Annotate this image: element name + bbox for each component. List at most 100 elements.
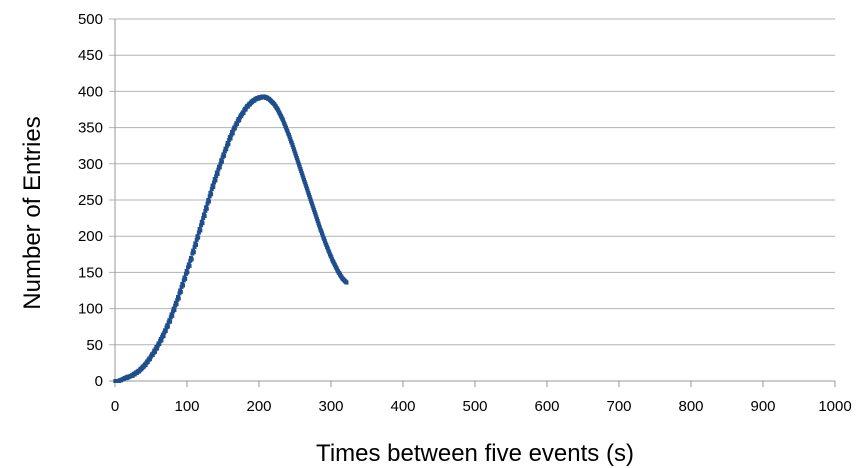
data-point	[226, 142, 231, 147]
data-point	[322, 239, 327, 244]
data-point	[316, 221, 321, 226]
data-point	[310, 203, 315, 208]
data-point	[207, 194, 212, 199]
data-point	[293, 151, 298, 156]
data-point	[235, 121, 240, 126]
data-point	[212, 180, 216, 185]
data-point	[224, 147, 229, 152]
data-point	[196, 235, 201, 240]
data-point	[309, 201, 314, 206]
data-point	[309, 199, 314, 204]
grid-lines	[109, 18, 836, 387]
data-point	[174, 302, 179, 307]
y-tick-label: 150	[78, 264, 103, 281]
x-tick-label: 300	[318, 398, 343, 415]
data-point	[297, 164, 302, 169]
data-point	[214, 174, 219, 179]
data-point	[314, 216, 319, 221]
data-point	[291, 147, 296, 152]
data-point	[201, 216, 206, 221]
data-point	[222, 153, 227, 158]
data-point	[311, 205, 316, 210]
data-point	[302, 179, 307, 184]
data-point	[327, 250, 332, 255]
data-point	[200, 221, 205, 226]
data-point	[302, 177, 306, 182]
data-point	[320, 233, 325, 238]
data-point	[194, 237, 199, 242]
data-point	[205, 201, 210, 206]
x-tick-label: 100	[174, 398, 199, 415]
data-point	[304, 186, 309, 191]
data-point	[287, 135, 292, 140]
data-point	[165, 324, 170, 329]
data-points	[113, 94, 349, 383]
x-tick-label: 400	[390, 398, 415, 415]
data-point	[303, 182, 308, 187]
data-point	[317, 225, 322, 230]
data-point	[294, 156, 299, 161]
data-point	[203, 208, 208, 213]
data-point	[296, 162, 301, 167]
data-point	[299, 171, 304, 176]
x-tick-label: 1000	[818, 398, 851, 415]
data-point	[329, 255, 334, 260]
data-point	[284, 125, 288, 130]
data-point	[237, 118, 242, 123]
data-point	[307, 195, 312, 200]
data-point	[314, 214, 319, 219]
data-point	[306, 190, 311, 195]
data-point	[301, 175, 306, 180]
data-point	[325, 246, 330, 251]
data-point	[243, 107, 248, 112]
y-tick-label: 350	[78, 120, 103, 137]
x-tick-label: 700	[606, 398, 631, 415]
data-point	[178, 289, 183, 294]
data-point	[183, 276, 188, 281]
data-point	[206, 199, 211, 204]
data-point	[292, 149, 297, 154]
data-point	[232, 126, 237, 131]
data-point	[194, 242, 198, 247]
data-point	[307, 192, 312, 197]
y-tick-label: 50	[86, 337, 103, 354]
data-point	[281, 118, 286, 123]
data-point	[159, 338, 164, 343]
data-point	[185, 270, 190, 275]
data-point	[228, 136, 233, 141]
x-tick-label: 500	[462, 398, 487, 415]
data-point	[312, 208, 317, 213]
data-point	[199, 223, 204, 228]
y-tick-label: 200	[78, 228, 103, 245]
data-point	[143, 363, 148, 368]
data-point	[300, 173, 305, 178]
data-point	[308, 197, 313, 202]
y-tick-label: 100	[78, 301, 103, 318]
data-point	[290, 142, 295, 147]
data-point	[170, 313, 175, 318]
data-point	[163, 329, 168, 334]
data-point	[145, 360, 150, 365]
x-tick-label: 900	[750, 398, 775, 415]
data-point	[289, 140, 294, 145]
data-point	[298, 166, 303, 171]
data-point	[313, 212, 318, 217]
data-point	[324, 242, 329, 247]
data-point	[285, 129, 290, 134]
data-point	[239, 114, 244, 119]
data-point	[209, 192, 214, 197]
data-point	[320, 231, 324, 236]
data-point	[315, 219, 320, 223]
data-point	[291, 145, 296, 150]
y-tick-label: 300	[78, 156, 103, 173]
data-point	[286, 132, 291, 137]
data-point	[172, 308, 177, 313]
data-point	[219, 159, 224, 164]
x-axis-title: Times between five events (s)	[316, 440, 634, 467]
data-point	[312, 210, 317, 215]
data-point	[147, 357, 152, 362]
data-point	[152, 350, 157, 355]
data-point	[216, 167, 221, 172]
data-point	[161, 334, 166, 339]
data-point	[181, 283, 186, 288]
